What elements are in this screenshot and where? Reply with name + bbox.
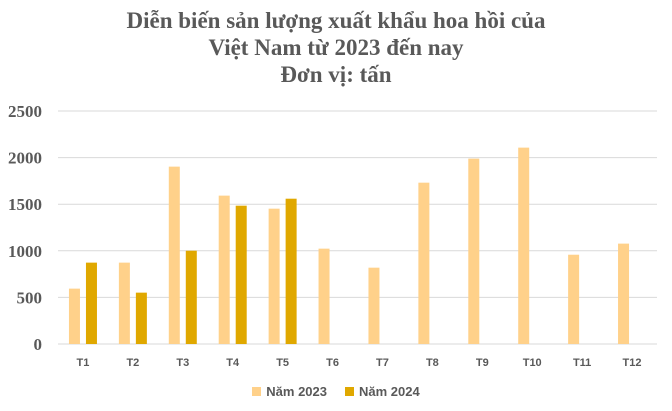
legend-swatch-2023 — [252, 387, 262, 396]
chart-title-line-1: Diễn biến sản lượng xuất khẩu hoa hồi củ… — [126, 8, 546, 33]
bar-năm-2023-t1 — [68, 288, 80, 344]
bar-năm-2023-t5 — [268, 208, 280, 344]
x-tick-label: T8 — [426, 357, 439, 369]
x-tick-label: T12 — [623, 357, 642, 369]
x-tick-label: T4 — [226, 357, 240, 369]
x-tick-label: T5 — [276, 357, 289, 369]
y-tick-label: 500 — [17, 288, 43, 307]
x-tick-label: T10 — [523, 357, 542, 369]
y-tick-label: 1500 — [8, 195, 42, 214]
bar-năm-2023-t2 — [118, 262, 130, 344]
x-tick-label: T11 — [573, 357, 591, 369]
y-tick-label: 2000 — [8, 149, 42, 168]
x-tick-label: T1 — [77, 357, 90, 369]
bar-năm-2023-t9 — [468, 158, 480, 344]
bar-năm-2024-t4 — [235, 205, 247, 344]
y-tick-label: 2500 — [8, 102, 42, 121]
bar-năm-2023-t3 — [168, 166, 180, 344]
legend-item-2023: Năm 2023 — [252, 384, 327, 399]
x-tick-label: T3 — [176, 357, 189, 369]
bar-năm-2023-t4 — [218, 195, 230, 344]
bar-năm-2024-t1 — [85, 262, 97, 344]
x-tick-label: T6 — [326, 357, 339, 369]
bar-năm-2023-t10 — [518, 147, 530, 344]
legend: Năm 2023 Năm 2024 — [0, 384, 672, 399]
bar-năm-2023-t8 — [418, 182, 430, 344]
bar-năm-2024-t5 — [285, 198, 297, 344]
legend-item-2024: Năm 2024 — [345, 384, 420, 399]
y-tick-label: 1000 — [8, 242, 42, 261]
legend-swatch-2024 — [345, 387, 354, 396]
bar-năm-2023-t12 — [618, 243, 630, 344]
bar-năm-2024-t3 — [185, 250, 197, 344]
bar-năm-2024-t2 — [135, 292, 147, 344]
bar-năm-2023-t7 — [368, 267, 380, 344]
legend-label-2023: Năm 2023 — [266, 384, 327, 399]
x-tick-label: T9 — [476, 357, 489, 369]
y-tick-label: 0 — [34, 335, 43, 354]
bar-năm-2023-t11 — [568, 254, 580, 344]
x-tick-label: T7 — [376, 357, 389, 369]
legend-label-2024: Năm 2024 — [359, 384, 420, 399]
chart-title-line-3: Đơn vị: tấn — [280, 62, 392, 87]
bar-năm-2023-t6 — [318, 248, 330, 344]
x-tick-label: T2 — [126, 357, 139, 369]
chart-title-line-2: Việt Nam từ 2023 đến nay — [208, 35, 464, 60]
